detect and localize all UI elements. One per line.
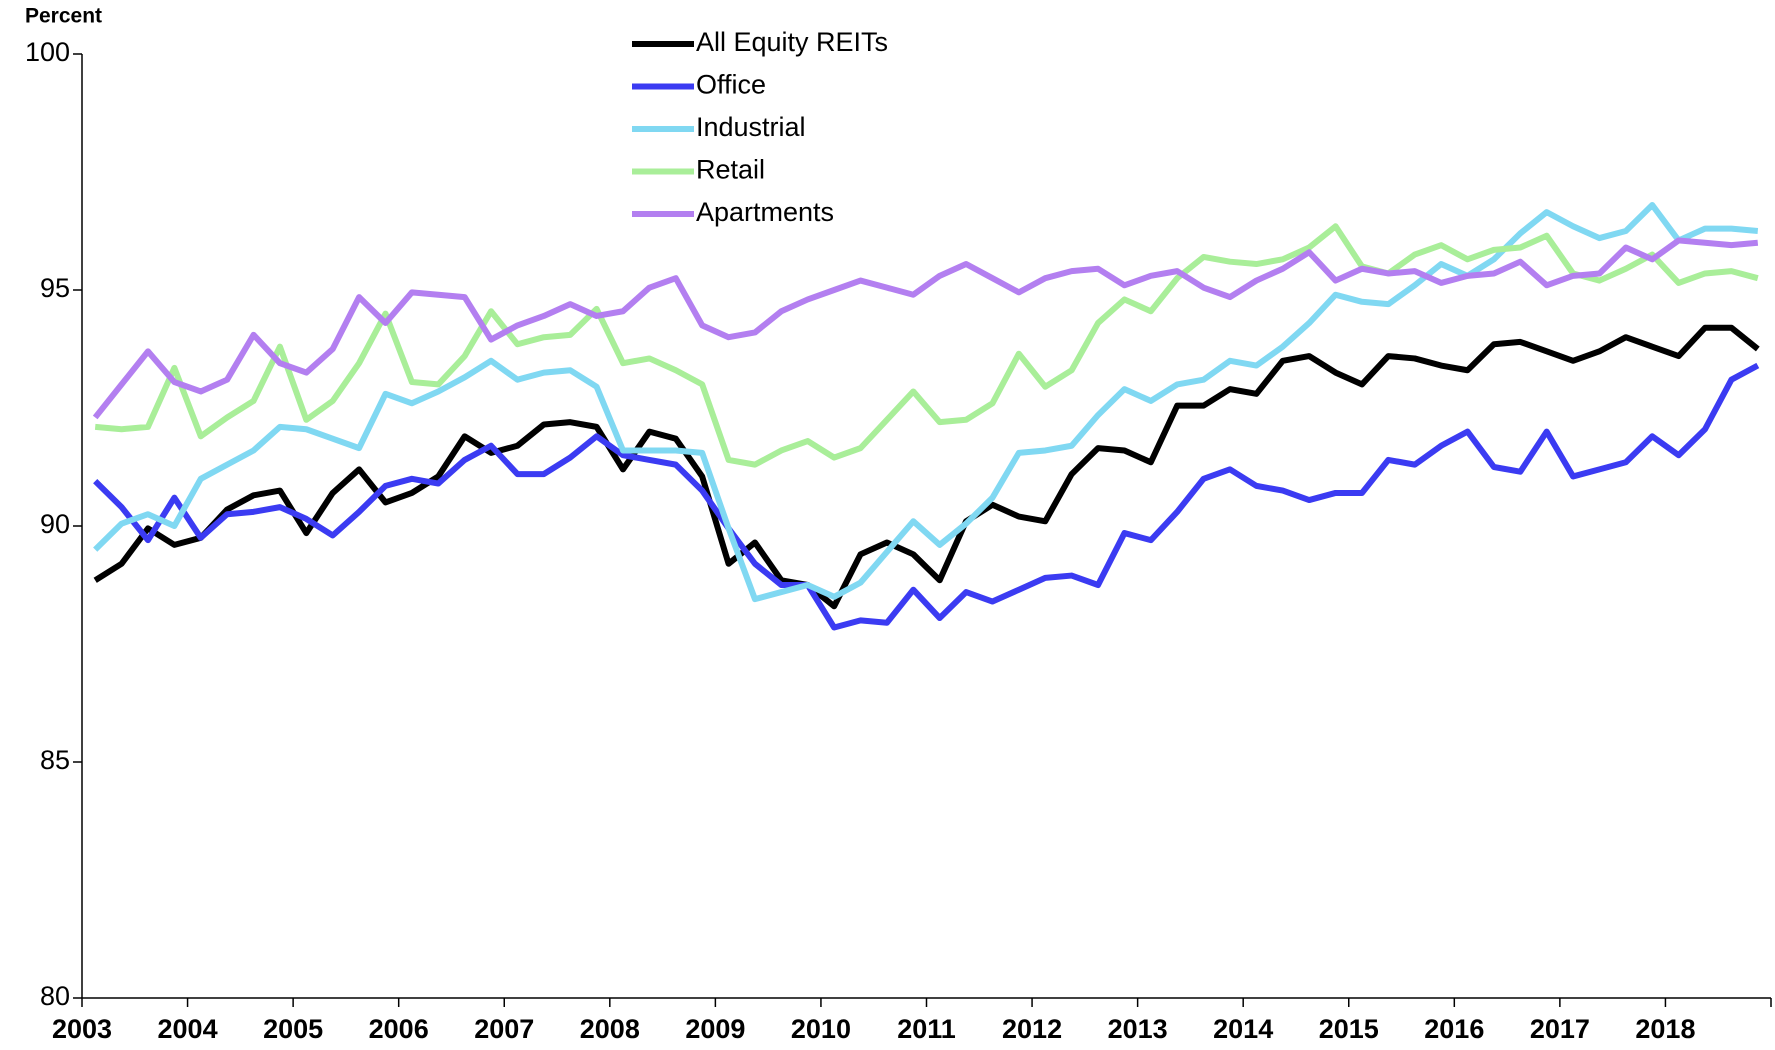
legend-label: Retail: [696, 155, 765, 185]
x-tick-label: 2016: [1424, 1014, 1484, 1044]
legend-label: Industrial: [696, 112, 806, 142]
y-tick-label: 95: [40, 273, 70, 303]
x-tick-label: 2004: [158, 1014, 218, 1044]
y-tick-label: 100: [25, 37, 70, 67]
x-tick-label: 2003: [52, 1014, 112, 1044]
y-axis-label: Percent: [25, 5, 102, 28]
y-tick-label: 80: [40, 981, 70, 1011]
series-line: [94, 223, 1759, 468]
y-tick-label: 85: [40, 745, 70, 775]
series-line: [93, 362, 1760, 631]
series-line: [93, 202, 1759, 603]
x-tick-label: 2012: [1002, 1014, 1062, 1044]
x-tick-label: 2006: [369, 1014, 429, 1044]
legend-label: Office: [696, 70, 766, 100]
x-tick-label: 2017: [1530, 1014, 1590, 1044]
x-tick-label: 2010: [791, 1014, 851, 1044]
x-tick-label: 2007: [474, 1014, 534, 1044]
legend-label: All Equity REITs: [696, 27, 888, 57]
x-tick-label: 2009: [685, 1014, 745, 1044]
x-tick-label: 2014: [1213, 1014, 1273, 1044]
x-tick-label: 2008: [580, 1014, 640, 1044]
x-tick-label: 2015: [1319, 1014, 1379, 1044]
x-tick-label: 2013: [1108, 1014, 1168, 1044]
x-tick-label: 2005: [263, 1014, 323, 1044]
legend-label: Apartments: [696, 197, 834, 227]
y-tick-label: 90: [40, 509, 70, 539]
series-line: [93, 324, 1760, 610]
x-tick-label: 2018: [1635, 1014, 1695, 1044]
x-tick-label: 2011: [897, 1014, 956, 1044]
series-line: [92, 237, 1759, 420]
